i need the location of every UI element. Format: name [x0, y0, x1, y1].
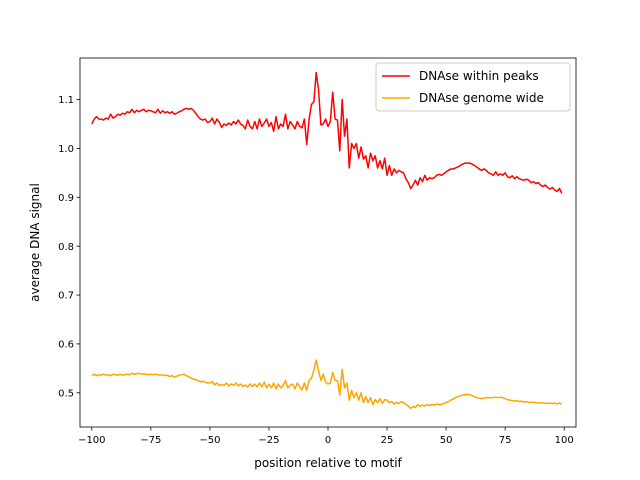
x-tick-label: 75 [499, 435, 512, 446]
y-tick-label: 0.6 [58, 340, 74, 351]
x-tick-label: −100 [78, 435, 105, 446]
y-tick-label: 1.0 [58, 144, 74, 155]
y-tick-label: 1.1 [58, 95, 74, 106]
series-line-genome-wide [91, 359, 563, 410]
x-tick-label: 100 [555, 435, 574, 446]
legend-box [375, 62, 571, 112]
y-tick-label: 0.7 [58, 291, 74, 302]
x-tick-label: 0 [325, 435, 331, 446]
legend: DNAse within peaks DNAse genome wide [375, 62, 571, 112]
legend-label: DNAse within peaks [419, 69, 539, 83]
y-tick-label: 0.8 [58, 242, 74, 253]
x-axis-label: position relative to motif [254, 456, 402, 470]
legend-label: DNAse genome wide [419, 91, 544, 105]
y-tick-label: 0.9 [58, 193, 74, 204]
x-tick-label: −50 [199, 435, 220, 446]
y-tick-label: 0.5 [58, 388, 74, 399]
series-line-within-peaks [91, 71, 563, 194]
x-tick-label: 25 [381, 435, 394, 446]
x-tick-label: −75 [140, 435, 161, 446]
y-axis-label: average DNA signal [28, 183, 42, 302]
x-tick-label: 50 [440, 435, 453, 446]
x-tick-label: −25 [258, 435, 279, 446]
